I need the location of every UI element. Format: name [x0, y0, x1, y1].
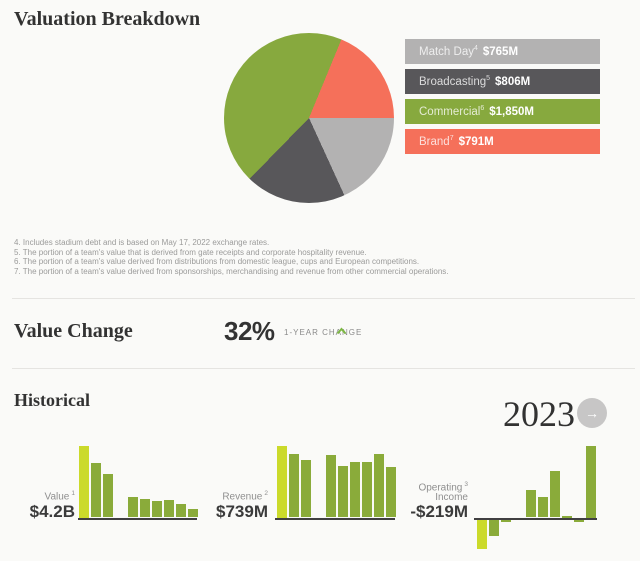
revenue-history-bar-4[interactable] — [325, 455, 336, 518]
arrow-right-icon: → — [585, 405, 599, 421]
legend-value: $806M — [495, 75, 531, 88]
operating-income-history-bar-6[interactable] — [549, 470, 560, 518]
operating-income-history-bar-1[interactable] — [489, 519, 500, 536]
section-title-valuation-breakdown: Valuation Breakdown — [14, 8, 201, 30]
value-change-caption: 1-YEAR CHANGE — [284, 328, 363, 337]
divider — [12, 368, 635, 369]
revenue-history-chart — [275, 445, 398, 550]
operating-income-history-bar-7[interactable] — [562, 516, 573, 518]
operating-income-history-chart — [474, 445, 598, 550]
metric-value: Value 1 $4.2B — [0, 489, 75, 521]
legend-item-broadcasting[interactable]: Broadcasting5 $806M — [405, 69, 600, 94]
metric-revenue: Revenue 2 $739M — [148, 489, 268, 521]
operating-income-history-bar-9[interactable] — [586, 445, 597, 518]
axis-line — [474, 517, 597, 520]
metric-amount-operating-income: -$219M — [410, 502, 468, 522]
legend-label: Brand7 — [419, 135, 454, 148]
revenue-history-bar-2[interactable] — [301, 460, 312, 518]
metric-label-revenue: Revenue 2 — [222, 490, 268, 503]
value-history-bar-4[interactable] — [127, 496, 138, 518]
operating-income-history-bar-2[interactable] — [501, 519, 512, 522]
metric-amount-value: $4.2B — [29, 501, 75, 521]
legend-value: $1,850M — [489, 105, 535, 118]
axis-line — [78, 517, 197, 520]
footnote-6: 6. The portion of a team's value derived… — [14, 257, 420, 267]
operating-income-history-bar-8[interactable] — [574, 519, 585, 522]
footnote-5: 5. The portion of a team's value that is… — [14, 247, 367, 257]
revenue-history-bar-7[interactable] — [362, 461, 373, 518]
footnote-7: 7. The portion of a team's value derived… — [14, 267, 449, 277]
revenue-history-bar-9[interactable] — [386, 466, 397, 518]
revenue-history-bar-0[interactable] — [277, 445, 287, 518]
legend-label: Broadcasting5 — [419, 75, 491, 88]
footnotes: 4. Includes stadium debt and is based on… — [14, 238, 614, 277]
revenue-history-bar-1[interactable] — [289, 454, 300, 518]
next-year-button[interactable]: → — [577, 398, 607, 428]
valuation-legend: Match Day4 $765M Broadcasting5 $806M Com… — [405, 39, 600, 154]
metric-label-value: Value 1 — [44, 490, 75, 503]
value-history-bar-8[interactable] — [176, 503, 187, 518]
legend-value: $765M — [482, 45, 519, 58]
legend-label: Commercial6 — [419, 105, 485, 118]
legend-item-match-day[interactable]: Match Day4 $765M — [405, 39, 600, 64]
revenue-history-bar-8[interactable] — [374, 454, 385, 518]
value-history-chart — [78, 445, 200, 550]
value-history-bar-0[interactable] — [79, 445, 89, 518]
value-history-bar-6[interactable] — [151, 501, 162, 518]
divider — [12, 298, 635, 299]
operating-income-history-bar-0[interactable] — [477, 519, 487, 549]
legend-value: $791M — [458, 135, 494, 148]
legend-item-commercial[interactable]: Commercial6 $1,850M — [405, 99, 600, 124]
footnote-4: 4. Includes stadium debt and is based on… — [14, 238, 270, 247]
caret-up-icon — [336, 327, 347, 335]
revenue-history-bar-6[interactable] — [349, 461, 360, 518]
revenue-history-bar-5[interactable] — [337, 465, 348, 518]
value-history-bar-9[interactable] — [188, 508, 199, 518]
legend-label: Match Day4 — [419, 45, 478, 58]
value-history-bar-7[interactable] — [164, 500, 175, 518]
year-display: 2023 — [503, 394, 575, 434]
metric-operating-income: Operating 3 Income -$219M — [346, 480, 468, 522]
operating-income-history-bar-4[interactable] — [525, 490, 536, 518]
section-title-historical: Historical — [14, 390, 90, 410]
section-title-value-change: Value Change — [14, 320, 133, 342]
value-history-bar-1[interactable] — [91, 462, 102, 518]
metric-label-income: Income — [435, 491, 468, 503]
valuation-pie-chart[interactable] — [224, 33, 394, 203]
axis-line — [275, 517, 395, 520]
operating-income-history-bar-5[interactable] — [537, 497, 548, 518]
legend-item-brand[interactable]: Brand7 $791M — [405, 129, 600, 154]
value-history-bar-5[interactable] — [139, 498, 150, 518]
value-change-percent: 32% — [224, 316, 275, 346]
value-history-bar-2[interactable] — [103, 473, 114, 518]
metric-label-operating: Operating 3 — [418, 481, 468, 494]
metric-amount-revenue: $739M — [216, 501, 268, 521]
